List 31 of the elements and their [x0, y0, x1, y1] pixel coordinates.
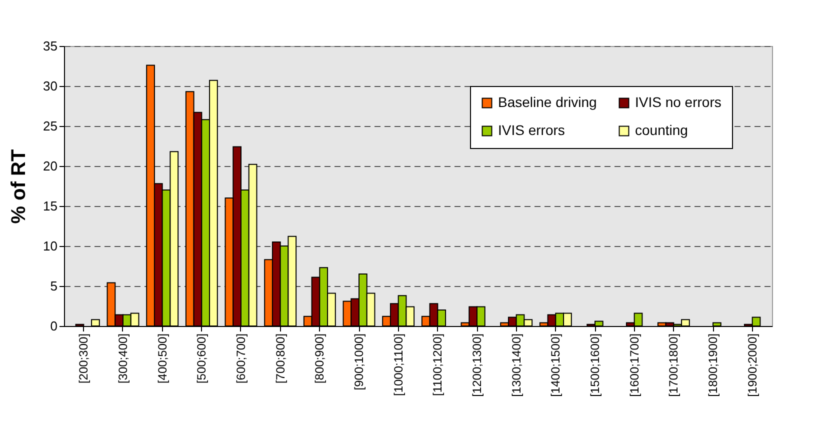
y-tick-label: 10 — [43, 238, 58, 254]
y-tick-label: 35 — [43, 38, 58, 54]
legend-label: Baseline driving — [498, 94, 597, 110]
x-tick-label: [700;800] — [273, 334, 288, 384]
x-tick-label: [500;600] — [194, 334, 209, 384]
x-tick-label: [600;700] — [234, 334, 248, 384]
x-tick-label: [1500;1600] — [588, 334, 602, 397]
x-tick-label: [900;1000] — [352, 334, 366, 390]
x-tick-label: [400;500] — [155, 334, 170, 384]
legend-label: IVIS no errors — [635, 94, 722, 110]
y-tick-label: 30 — [43, 78, 58, 94]
y-tick-label: 15 — [43, 198, 58, 214]
x-tick-label: [1000;1100] — [391, 334, 406, 396]
legend-label: IVIS errors — [498, 122, 565, 138]
y-axis-title: % of RT — [8, 149, 30, 224]
x-tick-label: [200;300] — [76, 334, 91, 384]
x-tick-label: [300;400] — [116, 334, 130, 384]
x-tick-label: [1700;1800] — [666, 334, 681, 397]
x-tick-label: [1600;1700] — [627, 334, 642, 397]
legend-label: counting — [635, 122, 688, 138]
x-tick-label: [1300;1400] — [509, 334, 524, 397]
x-tick-label: [1200;1300] — [470, 334, 484, 397]
x-tick-label: [800;900] — [312, 334, 327, 384]
y-tick-label: 0 — [50, 318, 58, 334]
x-tick-label: [1800;1900] — [706, 334, 720, 397]
y-tick-label: 25 — [43, 118, 58, 134]
x-tick-label: [1900;2000] — [745, 334, 760, 397]
x-tick-label: [1400;1500] — [548, 334, 563, 397]
y-tick-label: 5 — [50, 278, 58, 294]
y-tick-label: 20 — [43, 158, 58, 174]
x-tick-label: [1100;1200] — [430, 334, 445, 396]
